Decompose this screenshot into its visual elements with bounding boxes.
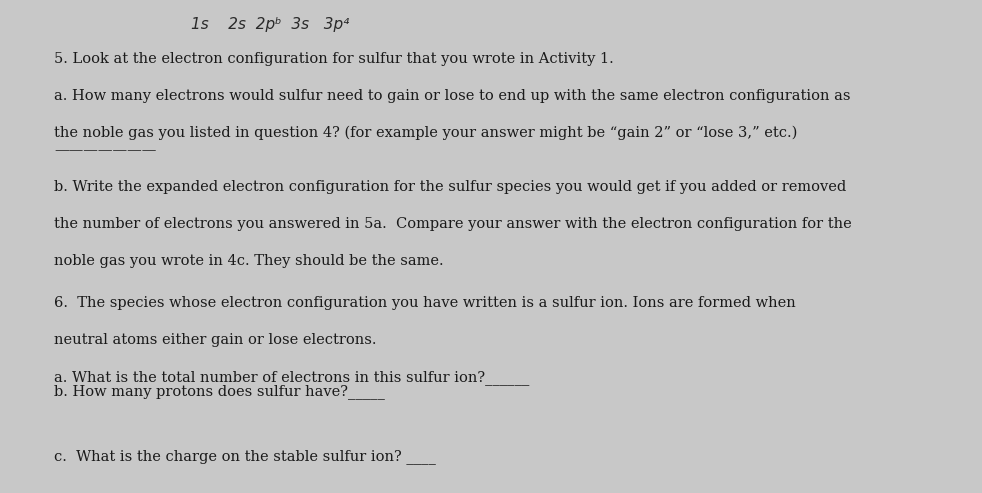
Text: b. How many protons does sulfur have?_____: b. How many protons does sulfur have?___… (54, 385, 385, 399)
Text: a. How many electrons would sulfur need to gain or lose to end up with the same : a. How many electrons would sulfur need … (54, 89, 850, 103)
Text: ———————: ——————— (54, 143, 156, 157)
Text: 5. Look at the electron configuration for sulfur that you wrote in Activity 1.: 5. Look at the electron configuration fo… (54, 52, 614, 66)
Text: a. What is the total number of electrons in this sulfur ion?______: a. What is the total number of electrons… (54, 370, 529, 385)
Text: the noble gas you listed in question 4? (for example your answer might be “gain : the noble gas you listed in question 4? … (54, 126, 797, 140)
Text: neutral atoms either gain or lose electrons.: neutral atoms either gain or lose electr… (54, 333, 376, 347)
Text: b. Write the expanded electron configuration for the sulfur species you would ge: b. Write the expanded electron configura… (54, 180, 846, 194)
Text: c.  What is the charge on the stable sulfur ion? ____: c. What is the charge on the stable sulf… (54, 449, 436, 463)
Text: the number of electrons you answered in 5a.  Compare your answer with the electr: the number of electrons you answered in … (54, 217, 851, 231)
Text: 6.  The species whose electron configuration you have written is a sulfur ion. I: 6. The species whose electron configurat… (54, 296, 795, 310)
Text: 1s    2s  2pᵇ  3s   3p⁴: 1s 2s 2pᵇ 3s 3p⁴ (191, 17, 350, 32)
Text: noble gas you wrote in 4c. They should be the same.: noble gas you wrote in 4c. They should b… (54, 254, 444, 268)
